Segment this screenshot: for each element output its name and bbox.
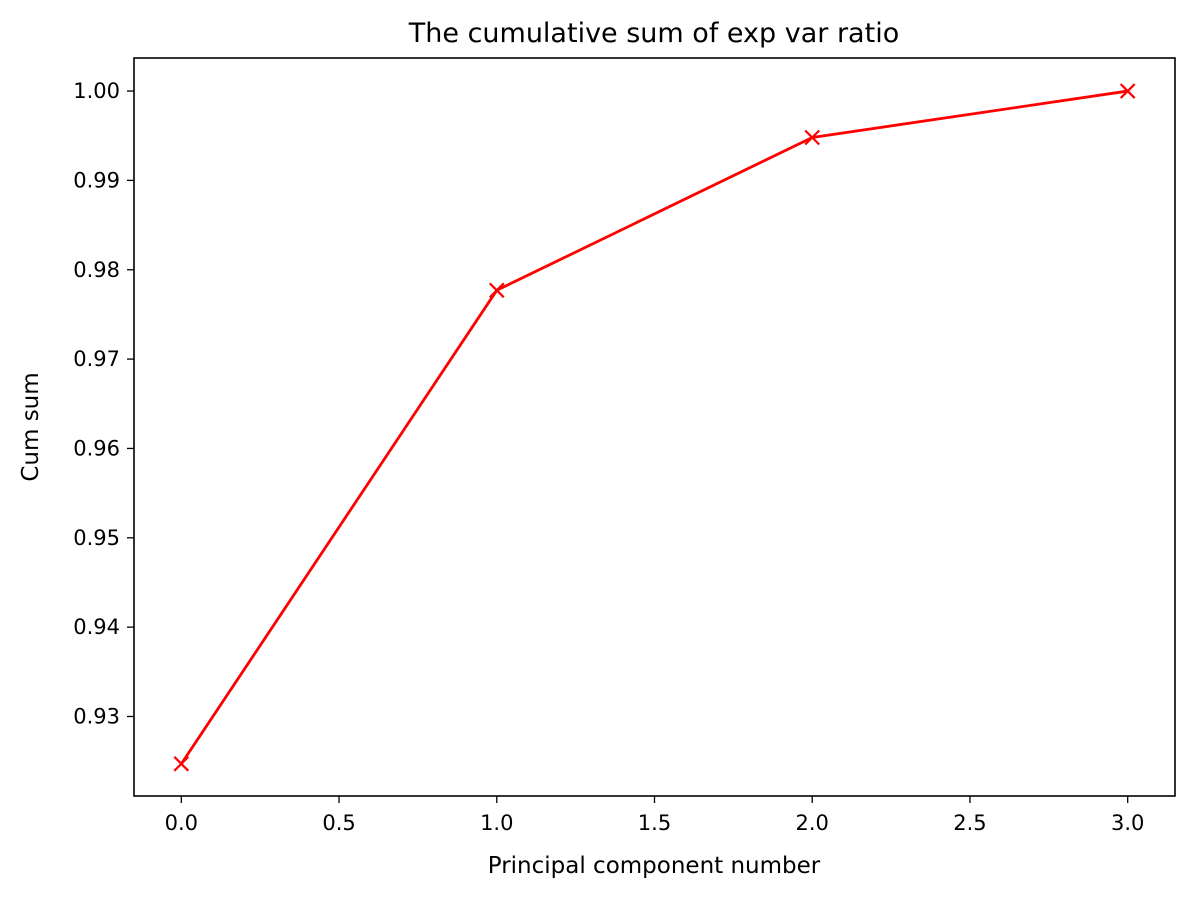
y-axis-label: Cum sum [18,372,44,481]
x-tick-label: 2.0 [796,811,829,835]
y-tick-label: 0.93 [73,704,120,728]
x-tick-label: 0.0 [165,811,198,835]
y-tick-label: 1.00 [73,79,120,103]
y-tick-label: 0.96 [73,436,120,460]
data-point-marker [1119,83,1136,99]
chart-title: The cumulative sum of exp var ratio [408,18,899,49]
plot-series [173,83,1136,772]
y-tick-label: 0.98 [73,258,120,282]
y-tick-label: 0.95 [73,526,120,550]
data-point-marker [488,282,505,299]
x-tick-label: 0.5 [322,811,355,835]
x-tick-label: 2.5 [953,811,986,835]
x-tick-label: 3.0 [1111,811,1144,835]
y-ticks: 0.93 0.94 0.95 0.96 0.97 0.98 0.99 1.00 [73,79,134,728]
data-point-marker [804,129,821,146]
plot-frame [133,57,1176,797]
y-tick-label: 0.97 [73,347,120,371]
x-tick-label: 1.5 [638,811,671,835]
x-axis-label: Principal component number [488,853,821,879]
y-tick-label: 0.99 [73,168,120,192]
x-tick-label: 1.0 [480,811,513,835]
x-ticks: 0.0 0.5 1.0 1.5 2.0 2.5 3.0 [165,796,1144,835]
data-point-marker [173,756,190,772]
y-tick-label: 0.94 [73,615,120,639]
series-line [179,89,1130,766]
